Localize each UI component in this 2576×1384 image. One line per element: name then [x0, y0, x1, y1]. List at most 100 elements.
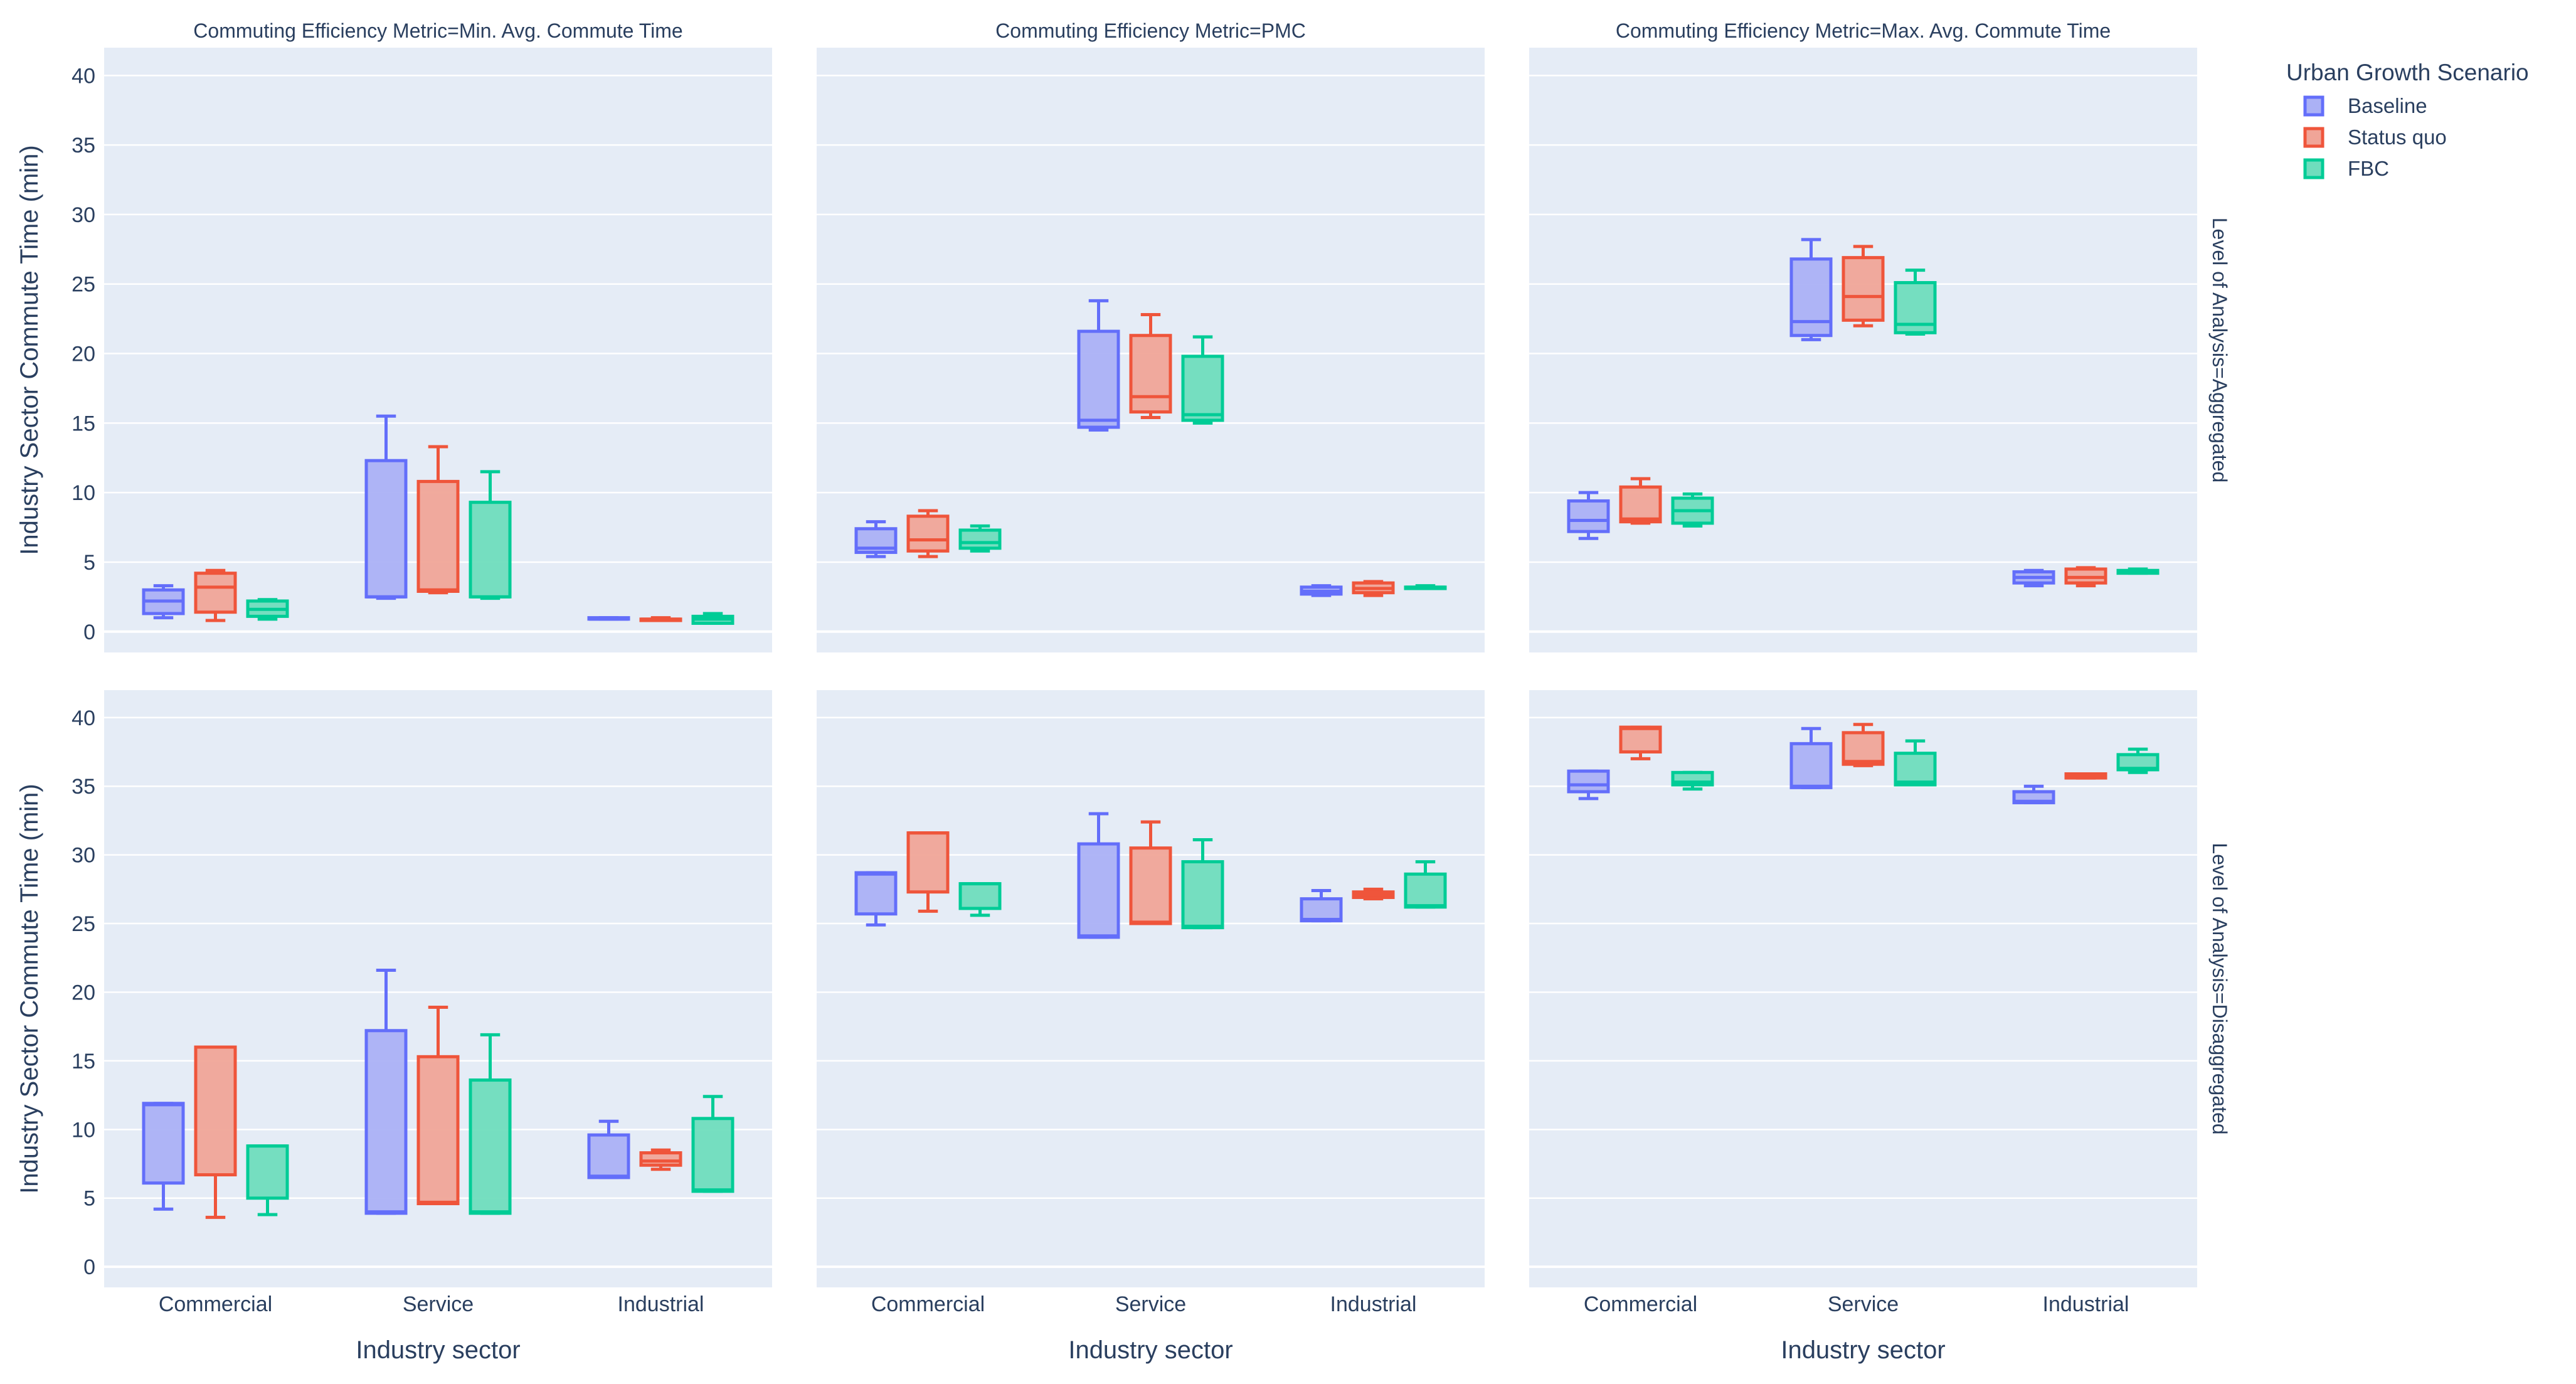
legend-swatch [2303, 158, 2324, 179]
x-tick-label-service: Service [1828, 1292, 1899, 1316]
box-baseline-commercial [142, 584, 185, 620]
box-status-quo-service [1129, 820, 1172, 925]
y-tick-label-40: 40 [72, 64, 95, 88]
iqr-box [246, 1144, 289, 1200]
box-baseline-service [1077, 299, 1120, 432]
y-tick-label-15: 15 [72, 412, 95, 435]
iqr-box [906, 514, 950, 553]
legend-item-fbc: FBC [2303, 157, 2389, 180]
box-status-quo-service [1842, 723, 1885, 767]
box-status-quo-industrial [2064, 772, 2107, 780]
iqr-box [1077, 329, 1120, 429]
iqr-box [854, 871, 898, 916]
x-axis-title-2: Industry sector [1781, 1336, 1945, 1364]
facet-panel-r0-c0 [104, 48, 772, 652]
facet-panel-r0-c1 [817, 48, 1485, 652]
y-tick-label-40: 40 [72, 706, 95, 730]
box-status-quo-commercial [906, 831, 950, 913]
iqr-box [142, 1102, 185, 1185]
y-axis-title-0: Industry Sector Commute Time (min) [16, 145, 43, 555]
iqr-box [1129, 334, 1172, 414]
y-tick-label-20: 20 [72, 343, 95, 366]
y-tick-label-25: 25 [72, 273, 95, 297]
iqr-box [958, 528, 1002, 550]
iqr-box [194, 572, 237, 614]
x-tick-label-service: Service [1115, 1292, 1186, 1316]
box-baseline-industrial [2012, 568, 2055, 588]
iqr-box [906, 831, 950, 894]
iqr-box [958, 882, 1002, 910]
legend-swatch [2303, 95, 2324, 117]
x-tick-label-industrial: Industrial [618, 1292, 704, 1316]
box-baseline-service [364, 414, 408, 600]
box-fbc-service [1181, 838, 1224, 930]
box-baseline-industrial [2012, 784, 2055, 804]
iqr-box [1567, 769, 1610, 794]
y-tick-label-5: 5 [83, 551, 95, 575]
facet-panel-r1-c0 [104, 690, 772, 1287]
plot-background [1529, 48, 2197, 652]
facet-column-title-0: Commuting Efficiency Metric=Min. Avg. Co… [193, 19, 682, 42]
y-axis-title-1: Industry Sector Commute Time (min) [16, 784, 43, 1194]
box-baseline-industrial [1300, 889, 1343, 923]
iqr-box [1789, 257, 1833, 338]
iqr-box [1619, 725, 1662, 753]
x-tick-label-commercial: Commercial [159, 1292, 272, 1316]
iqr-box [364, 1029, 408, 1215]
box-baseline-service [1077, 812, 1120, 939]
legend-label: FBC [2348, 157, 2389, 180]
y-tick-label-10: 10 [72, 1118, 95, 1142]
box-baseline-commercial [142, 1102, 185, 1211]
box-status-quo-industrial [1352, 887, 1395, 901]
box-fbc-service [469, 1033, 512, 1215]
iqr-box [1181, 354, 1224, 422]
x-tick-label-service: Service [403, 1292, 474, 1316]
y-tick-label-5: 5 [83, 1187, 95, 1211]
box-status-quo-commercial [906, 509, 950, 558]
box-baseline-service [1789, 727, 1833, 789]
iqr-box [416, 1055, 460, 1206]
box-status-quo-commercial [1619, 725, 1662, 760]
iqr-box [194, 1045, 237, 1177]
x-axis-title-0: Industry sector [356, 1336, 520, 1364]
facet-panel-r0-c2 [1529, 48, 2197, 652]
box-baseline-service [364, 968, 408, 1215]
legend-item-baseline: Baseline [2303, 94, 2427, 117]
box-fbc-industrial [691, 1095, 734, 1193]
iqr-box [1567, 499, 1610, 533]
box-fbc-service [1894, 739, 1937, 787]
box-baseline-industrial [587, 616, 630, 621]
box-status-quo-commercial [194, 1045, 237, 1219]
y-tick-label-35: 35 [72, 134, 95, 157]
box-status-quo-industrial [1352, 580, 1395, 597]
box-status-quo-service [416, 445, 460, 595]
box-status-quo-service [1129, 312, 1172, 419]
box-fbc-commercial [958, 882, 1002, 917]
box-baseline-service [1789, 238, 1833, 341]
y-tick-label-30: 30 [72, 203, 95, 227]
facet-column-title-1: Commuting Efficiency Metric=PMC [995, 19, 1306, 42]
box-fbc-commercial [246, 1144, 289, 1216]
x-tick-label-commercial: Commercial [871, 1292, 985, 1316]
box-fbc-commercial [246, 598, 289, 621]
facet-row-title-1: Level of Analysis=Disaggregated [2208, 843, 2231, 1134]
iqr-box [1077, 842, 1120, 939]
box-status-quo-industrial [2064, 566, 2107, 588]
legend-label: Baseline [2348, 94, 2427, 117]
box-baseline-industrial [1300, 584, 1343, 597]
box-fbc-service [469, 470, 512, 600]
iqr-box [639, 1151, 682, 1167]
box-fbc-industrial [1404, 584, 1447, 590]
iqr-box [469, 1078, 512, 1215]
legend: Urban Growth Scenario Baseline Status quo F… [2286, 60, 2529, 180]
iqr-box [1300, 897, 1343, 923]
x-tick-label-industrial: Industrial [2043, 1292, 2129, 1316]
iqr-box [416, 479, 460, 593]
y-tick-label-0: 0 [83, 620, 95, 644]
y-tick-label-20: 20 [72, 981, 95, 1004]
legend-title: Urban Growth Scenario [2286, 60, 2529, 85]
iqr-box [1842, 256, 1885, 322]
box-fbc-service [1181, 335, 1224, 425]
